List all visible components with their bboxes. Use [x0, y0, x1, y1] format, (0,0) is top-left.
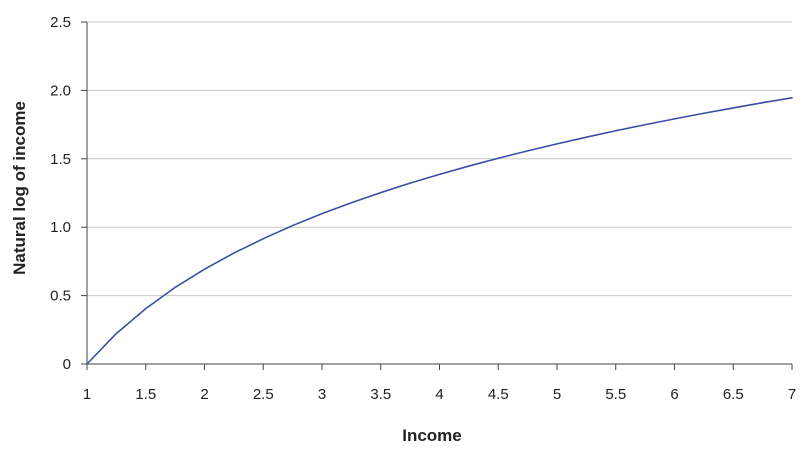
x-tick-label: 1	[83, 386, 91, 403]
data-point	[615, 130, 617, 132]
x-axis-title: Income	[402, 426, 462, 445]
x-tick-label: 4.5	[488, 386, 509, 403]
axes	[81, 21, 793, 370]
data-point	[527, 150, 529, 152]
x-tick-label: 2.5	[253, 386, 274, 403]
data-point	[791, 97, 793, 99]
data-point	[350, 202, 352, 204]
data-point	[409, 182, 411, 184]
data-point	[321, 213, 323, 215]
data-point	[86, 363, 88, 365]
x-tick-label: 3	[318, 386, 326, 403]
data-point	[292, 224, 294, 227]
data-point	[438, 173, 441, 175]
data-point	[115, 332, 117, 335]
x-tick-label: 5.5	[605, 386, 626, 403]
data-point	[762, 102, 764, 104]
x-tick-label: 1.5	[135, 386, 156, 403]
grid-lines	[87, 21, 792, 297]
y-tick-label: 2.5	[50, 14, 71, 31]
data-point	[380, 191, 382, 194]
data-point	[732, 107, 734, 109]
data-point	[262, 238, 264, 240]
y-tick-label: 1.5	[50, 151, 71, 168]
x-tick-label: 6.5	[723, 386, 744, 403]
data-point	[203, 268, 206, 270]
data-point	[233, 252, 235, 254]
x-tick-label: 4	[435, 386, 443, 403]
y-tick-label: 1.0	[50, 219, 71, 236]
data-point	[145, 308, 147, 310]
data-point	[703, 112, 705, 114]
x-tick-label: 5	[553, 386, 561, 403]
data-point	[585, 136, 587, 138]
data-point	[468, 165, 470, 167]
data-point	[556, 143, 558, 145]
y-tick-label: 2.0	[50, 82, 71, 99]
series-line	[86, 96, 793, 365]
data-point	[497, 157, 499, 159]
x-tick-label: 3.5	[370, 386, 391, 403]
y-axis-title: Natural log of income	[10, 101, 29, 275]
x-tick-label: 2	[200, 386, 208, 403]
y-tick-label: 0.5	[50, 288, 71, 305]
series-layer	[86, 96, 793, 365]
x-tick-label: 7	[788, 386, 796, 403]
y-tick-label: 0	[63, 356, 71, 373]
x-tick-label: 6	[670, 386, 678, 403]
data-point	[644, 124, 646, 126]
tick-labels: 0 0.5 1.0 1.5 2.0 2.5 1 1.5 2 2.5 3 3.5 4 4.5 5 5.5 6 6.5…	[50, 14, 796, 403]
data-point	[673, 118, 676, 120]
data-point	[174, 286, 176, 288]
